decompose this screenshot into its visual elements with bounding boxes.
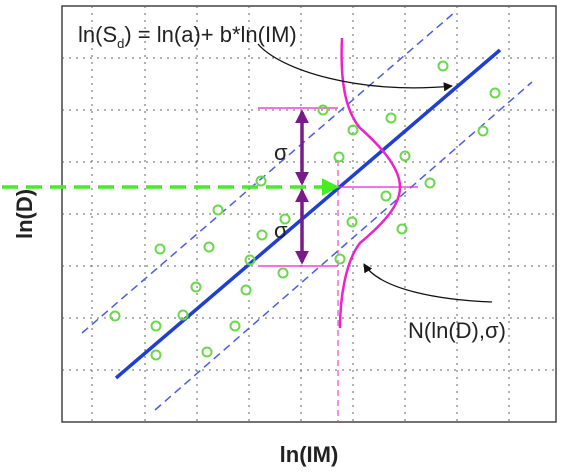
data-point: [334, 253, 346, 265]
data-point: [240, 284, 252, 296]
data-point: [150, 349, 162, 361]
data-point: [203, 241, 215, 253]
distribution-curve: [338, 37, 402, 329]
data-point: [396, 223, 408, 235]
sigma-upper-label: σ: [274, 140, 288, 165]
data-point: [489, 87, 501, 99]
data-point: [255, 175, 267, 187]
data-point: [317, 104, 329, 116]
x-axis-label: ln(IM): [280, 442, 339, 467]
data-point: [229, 320, 241, 332]
data-point: [109, 310, 121, 322]
data-point: [201, 346, 213, 358]
sigma-lower-label: σ: [274, 218, 288, 243]
data-point: [477, 125, 489, 137]
equation-label: ln(Sd) = ln(a)+ b*ln(IM): [78, 22, 297, 51]
data-point: [380, 190, 392, 202]
data-point: [347, 124, 359, 136]
data-point: [279, 213, 291, 225]
distribution-label: N(ln(D),σ): [408, 318, 506, 343]
data-point: [437, 60, 449, 72]
data-point: [385, 112, 397, 124]
data-point: [256, 229, 268, 241]
data-point: [399, 150, 411, 162]
y-axis-label: ln(D): [12, 189, 37, 239]
data-point: [190, 281, 202, 293]
data-points: [109, 60, 501, 361]
data-point: [154, 243, 166, 255]
equation-callout-arrow: [257, 43, 453, 92]
data-point: [424, 177, 436, 189]
data-point: [212, 204, 224, 216]
data-point: [277, 267, 289, 279]
lower-bound-line: [154, 81, 533, 411]
data-point: [333, 151, 345, 163]
upper-bound-line: [81, 11, 456, 334]
distribution-callout-arrow: [363, 263, 493, 303]
data-point: [346, 216, 358, 228]
data-point: [150, 320, 162, 332]
data-point: [177, 309, 189, 321]
data-point: [244, 254, 256, 266]
